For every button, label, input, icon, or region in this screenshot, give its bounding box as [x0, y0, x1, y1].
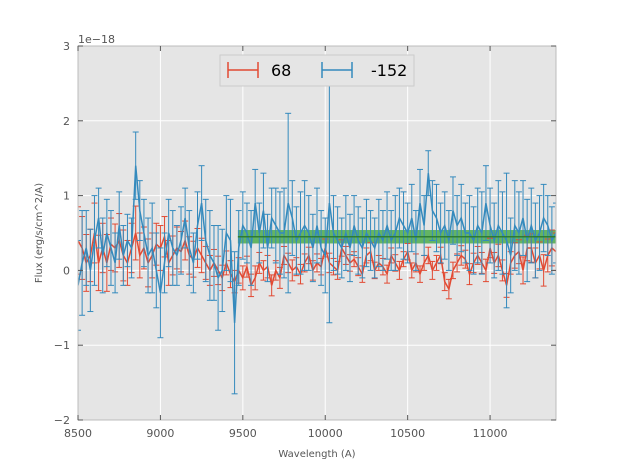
legend-label-0: 68 — [271, 61, 291, 80]
y-offset-label: 1e−18 — [78, 33, 115, 46]
plot-frame — [77, 45, 557, 421]
y-tick-label-0: −2 — [54, 414, 70, 427]
x-tick-label-2: 9500 — [229, 427, 257, 440]
y-axis-label: Flux (erg/s/cm^2/A) — [34, 183, 45, 283]
series-1 — [78, 82, 556, 395]
series-layer — [78, 82, 556, 395]
y-tick-label-4: 2 — [63, 115, 70, 128]
x-tick-label-4: 10500 — [390, 427, 425, 440]
y-tick-label-2: 0 — [63, 264, 70, 277]
x-tick-label-0: 8500 — [64, 427, 92, 440]
y-tick-label-5: 3 — [63, 40, 70, 53]
plot-area — [77, 45, 556, 421]
x-tick-label-1: 9000 — [146, 427, 174, 440]
axes-layer: 8500 9000 9500 10000 10500 11000 −2 −1 0 1 2 3 — [54, 40, 557, 440]
x-tick-label-5: 11000 — [473, 427, 508, 440]
x-tick-label-3: 10000 — [308, 427, 343, 440]
y-tick-label-1: −1 — [54, 339, 70, 352]
x-axis-label: Wavelength (A) — [278, 449, 355, 460]
y-tick-label-3: 1 — [63, 190, 70, 203]
series-line-1 — [78, 165, 556, 323]
legend-label-1: -152 — [371, 61, 407, 80]
legend: 68 -152 — [219, 54, 415, 87]
